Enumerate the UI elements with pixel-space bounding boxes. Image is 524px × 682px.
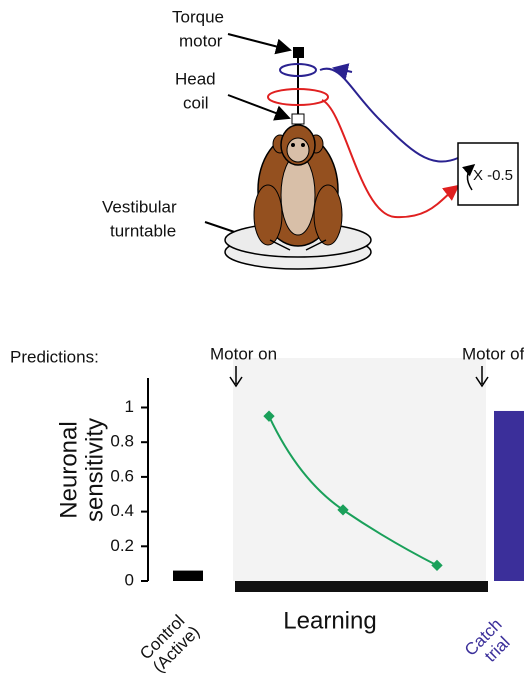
y-tick-label: 0.6 [110, 466, 134, 485]
y-tick-label: 0.8 [110, 432, 134, 451]
chart: Predictions: Motor on Motor off Neuronal… [10, 344, 524, 676]
group-label: Learning [283, 607, 376, 634]
label: turntable [110, 221, 176, 240]
y-axis-label: Neuronal [55, 421, 82, 518]
label: Vestibular [102, 197, 177, 216]
label: motor [179, 31, 223, 50]
bar [494, 410, 524, 581]
diagram: Torque motor Head coil Vestibular turnta… [102, 7, 519, 270]
y-tick-label: 0.2 [110, 536, 134, 555]
gain-label: X -0.5 [473, 167, 513, 184]
point [431, 559, 443, 572]
y-tick-label: 0 [125, 570, 134, 589]
label: Head [175, 69, 216, 88]
point [263, 410, 275, 422]
y-tick-label: 0.4 [110, 501, 134, 520]
y-axis-label: sensitivity [81, 418, 108, 522]
chart-title: Predictions: [10, 347, 99, 366]
point [337, 504, 349, 516]
label: Torque [172, 7, 224, 26]
label: coil [183, 93, 209, 112]
y-tick-label: 1 [125, 397, 134, 416]
annotation: Motor off [462, 344, 524, 363]
bar [173, 570, 203, 581]
annotation: Motor on [210, 344, 277, 363]
